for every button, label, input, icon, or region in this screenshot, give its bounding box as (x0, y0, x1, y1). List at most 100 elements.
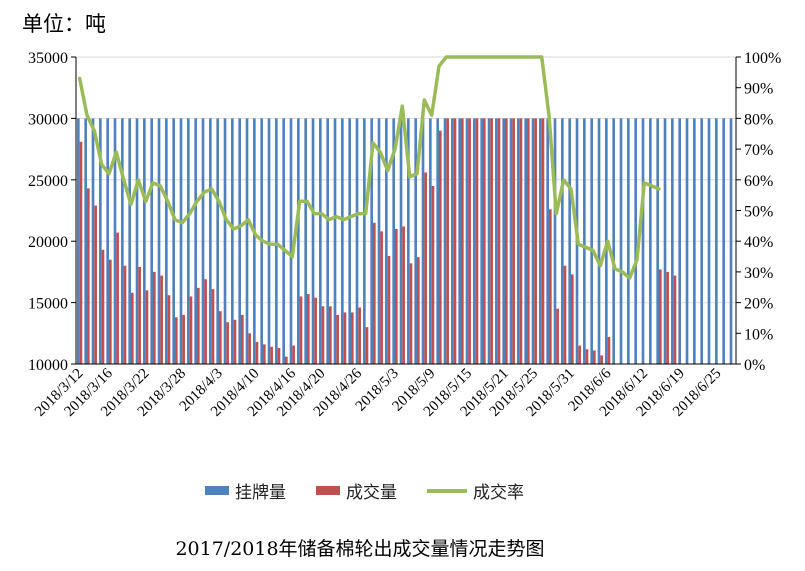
bar-listing (443, 118, 447, 365)
bar-volume (365, 327, 369, 364)
bar-volume (138, 266, 141, 364)
chart-title: 2017/2018年储备棉轮出成交量情况走势图 (175, 538, 545, 560)
bar-volume (673, 275, 677, 364)
bar-listing (649, 118, 652, 365)
bar-volume (109, 259, 112, 364)
y-left-tick-label: 20000 (28, 234, 68, 251)
bar-volume (571, 274, 574, 364)
bar-volume (226, 322, 229, 364)
bar-volume (585, 349, 589, 364)
bar-volume (453, 118, 457, 365)
bar-volume (446, 118, 449, 365)
bar-listing (231, 118, 234, 365)
line-rate (77, 55, 661, 280)
bar-volume (160, 275, 163, 364)
bar-volume (131, 292, 134, 364)
bar-listing (451, 118, 454, 365)
y-right-tick-label: 50% (744, 204, 773, 221)
bar-volume (439, 130, 442, 364)
bar-volume (475, 118, 479, 365)
bar-volume (358, 307, 361, 364)
legend-swatch-rate (427, 488, 467, 493)
bar-volume (519, 118, 523, 365)
bar-listing (128, 118, 131, 365)
bar-listing (84, 118, 87, 365)
bar-volume (292, 345, 295, 364)
y-left-tick-label: 25000 (28, 173, 68, 190)
bar-listing (429, 118, 432, 365)
bar-volume (116, 232, 119, 364)
bar-listing (121, 118, 124, 365)
bar-listing (722, 118, 725, 365)
bar-listing (531, 118, 535, 365)
bar-volume (373, 222, 376, 364)
bar-listing (326, 118, 329, 365)
bar-listing (436, 118, 439, 365)
bar-listing (590, 118, 593, 365)
bar-volume (395, 228, 398, 364)
bar-listing (480, 118, 483, 365)
bar-listing (619, 118, 623, 365)
bar-listing (539, 118, 542, 365)
bar-volume (197, 287, 200, 364)
bar-volume (380, 231, 383, 364)
bar-listing (502, 118, 505, 365)
bar-volume (233, 319, 237, 364)
bar-listing (509, 118, 513, 365)
bar-listing (113, 118, 117, 365)
bar-listing (91, 118, 95, 365)
bar-listing (99, 118, 102, 365)
bar-volume (123, 265, 127, 364)
bar-listing (150, 118, 153, 365)
bar-volume (343, 312, 347, 364)
legend-item-rate: 成交率 (427, 478, 524, 503)
bar-volume (512, 118, 515, 365)
bar-volume (402, 226, 405, 364)
legend-item-listing: 挂牌量 (205, 478, 286, 503)
bar-volume (527, 118, 530, 365)
bar-volume (255, 341, 259, 364)
bar-listing (370, 118, 373, 365)
bar-volume (219, 311, 222, 364)
legend-swatch-listing (205, 486, 229, 495)
bar-volume (79, 141, 83, 364)
bar-volume (94, 205, 97, 364)
bar-listing (392, 118, 395, 365)
bar-listing (267, 118, 271, 365)
bar-listing (201, 118, 205, 365)
bar-listing (561, 118, 564, 365)
bar-volume (299, 296, 303, 364)
bar-volume (248, 333, 251, 364)
bar-listing (209, 118, 212, 365)
bar-volume (336, 314, 339, 364)
chart-plot: 10000 15000 20000 25000 30000 35000 0% 10% 20% 30… (28, 50, 781, 420)
bar-listing (700, 118, 703, 365)
bar-listing (641, 118, 645, 365)
bar-listing (304, 118, 307, 365)
bar-volume (285, 356, 288, 364)
bar-listing (421, 118, 425, 365)
bar-listing (245, 118, 249, 365)
bar-volume (241, 314, 244, 364)
bar-listing (238, 118, 241, 365)
bar-volume (563, 265, 567, 364)
bar-listing (216, 118, 219, 365)
bar-listing (465, 118, 469, 365)
bar-listing (487, 118, 491, 365)
bar-volume (666, 271, 669, 364)
y-left-tick-label: 10000 (28, 357, 68, 374)
bar-volume (167, 295, 171, 364)
bar-volume (593, 350, 596, 364)
bar-listing (289, 118, 293, 365)
legend-swatch-volume (316, 486, 340, 495)
bar-volume (409, 263, 413, 364)
bar-volume (468, 118, 471, 365)
bar-listing (473, 118, 476, 365)
chart-legend: 挂牌量 成交量 成交率 (205, 478, 524, 503)
unit-label: 单位：吨 (22, 12, 106, 36)
bar-listing (179, 118, 183, 365)
bar-listing (517, 118, 520, 365)
bar-listing (165, 118, 168, 365)
bar-listing (311, 118, 315, 365)
bar-listing (553, 118, 557, 365)
